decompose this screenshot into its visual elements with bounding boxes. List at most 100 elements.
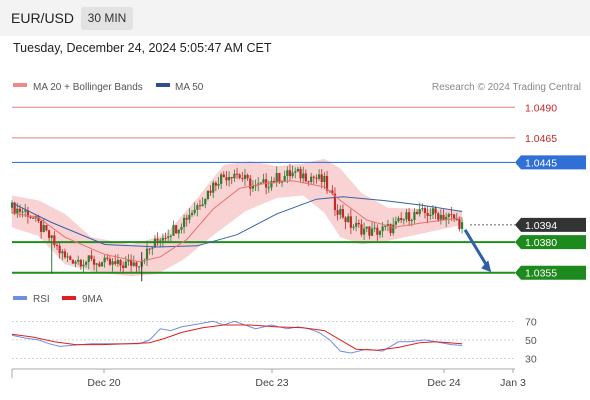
x-tick-label: Dec 24 bbox=[427, 377, 460, 389]
candle-body bbox=[286, 170, 289, 176]
candle-body bbox=[153, 238, 157, 248]
candle-body bbox=[159, 240, 162, 242]
candle-body bbox=[151, 247, 154, 249]
candle-body bbox=[63, 251, 67, 258]
candle-body bbox=[40, 220, 43, 232]
candle-body bbox=[212, 182, 215, 193]
candle-body bbox=[26, 210, 29, 217]
candle-body bbox=[315, 177, 318, 179]
level-label-1-0394: 1.0394 bbox=[525, 220, 557, 232]
candle-body bbox=[278, 173, 281, 183]
candle-body bbox=[196, 205, 199, 210]
candle-body bbox=[415, 211, 419, 214]
candle-body bbox=[307, 181, 310, 183]
candle-body bbox=[394, 221, 397, 225]
candle-body bbox=[421, 208, 424, 210]
candle-body bbox=[90, 255, 93, 259]
candle-body bbox=[270, 180, 273, 188]
candle-body bbox=[85, 261, 88, 265]
candle-body bbox=[352, 226, 355, 228]
candle-body bbox=[294, 171, 297, 173]
candle-body bbox=[87, 255, 90, 262]
level-label-1-0445: 1.0445 bbox=[525, 157, 557, 169]
ma20-line bbox=[11, 180, 463, 263]
timeframe-badge[interactable]: 30 MIN bbox=[81, 7, 133, 30]
candle-body bbox=[222, 174, 225, 178]
candle-body bbox=[119, 260, 122, 266]
candle-body bbox=[16, 208, 19, 215]
candle-body bbox=[161, 237, 164, 241]
candle-body bbox=[98, 263, 101, 267]
candle-body bbox=[267, 187, 270, 189]
candle-body bbox=[209, 190, 212, 193]
forecast-arrow bbox=[463, 229, 489, 268]
rsi-ma-line bbox=[11, 324, 463, 351]
ma50-line bbox=[11, 196, 463, 248]
candle-body bbox=[339, 209, 342, 215]
candle-body bbox=[182, 217, 186, 228]
candle-body bbox=[310, 176, 313, 182]
candle-body bbox=[10, 202, 14, 208]
candle-body bbox=[238, 174, 241, 178]
candle-body bbox=[405, 212, 408, 220]
candle-body bbox=[103, 257, 106, 263]
candle-body bbox=[79, 259, 82, 267]
candle-body bbox=[275, 173, 278, 183]
candle-body bbox=[397, 218, 400, 222]
candle-body bbox=[246, 174, 249, 179]
candle-body bbox=[233, 173, 236, 179]
level-tag-1-0355 bbox=[515, 265, 586, 280]
candle-body bbox=[349, 216, 352, 228]
candle-body bbox=[175, 225, 178, 234]
candle-body bbox=[450, 214, 453, 216]
candle-body bbox=[249, 178, 252, 189]
candle-body bbox=[55, 244, 59, 246]
candle-body bbox=[423, 208, 427, 214]
candle-body bbox=[225, 177, 228, 181]
candle-body bbox=[114, 261, 117, 264]
candle-body bbox=[442, 214, 445, 220]
candle-body bbox=[333, 193, 337, 211]
candle-body bbox=[323, 175, 326, 183]
candle-body bbox=[355, 222, 358, 227]
candle-body bbox=[185, 217, 188, 220]
candle-body bbox=[74, 261, 77, 264]
candle-body bbox=[214, 182, 217, 186]
candle-body bbox=[341, 209, 345, 218]
credit-text: Research © 2024 Trading Central bbox=[432, 82, 581, 93]
ma50-legend-swatch bbox=[156, 83, 170, 87]
candle-body bbox=[217, 183, 220, 186]
rsi-tick-50: 50 bbox=[525, 335, 537, 347]
rsi-legend-label: RSI bbox=[33, 294, 50, 305]
candle-body bbox=[291, 172, 294, 177]
candle-body bbox=[137, 266, 141, 268]
candle-body bbox=[429, 214, 432, 217]
candle-body bbox=[45, 224, 48, 231]
candle-body bbox=[29, 216, 32, 218]
candle-body bbox=[169, 235, 172, 237]
candle-body bbox=[190, 212, 194, 215]
candle-body bbox=[127, 259, 130, 262]
time-axis: Dec 20 Dec 23 Dec 24 Jan 3 bbox=[11, 368, 526, 389]
rsi-ma-legend-swatch bbox=[62, 296, 76, 300]
candle-body bbox=[156, 238, 159, 241]
candle-body bbox=[288, 170, 292, 177]
candle-body bbox=[251, 185, 255, 189]
level-label-1-0490: 1.0490 bbox=[525, 102, 557, 114]
candle-body bbox=[447, 214, 450, 217]
x-tick-label: Dec 20 bbox=[87, 377, 120, 389]
candle-body bbox=[47, 230, 51, 238]
candle-body bbox=[50, 235, 53, 238]
rsi-legend-swatch bbox=[13, 296, 27, 300]
candle-body bbox=[177, 229, 180, 234]
candle-body bbox=[108, 258, 112, 265]
candle-body bbox=[243, 174, 247, 179]
header-bar: EUR/USD 30 MIN bbox=[0, 0, 590, 36]
candle-body bbox=[37, 216, 40, 221]
price-plot: 1.0490 1.0465 1.0445 1.0394 1.0380 1.0355 bbox=[10, 102, 586, 282]
candle-body bbox=[172, 225, 175, 236]
candle-body bbox=[180, 227, 183, 230]
level-label-1-0380: 1.0380 bbox=[525, 237, 557, 249]
candle-body bbox=[410, 219, 413, 222]
